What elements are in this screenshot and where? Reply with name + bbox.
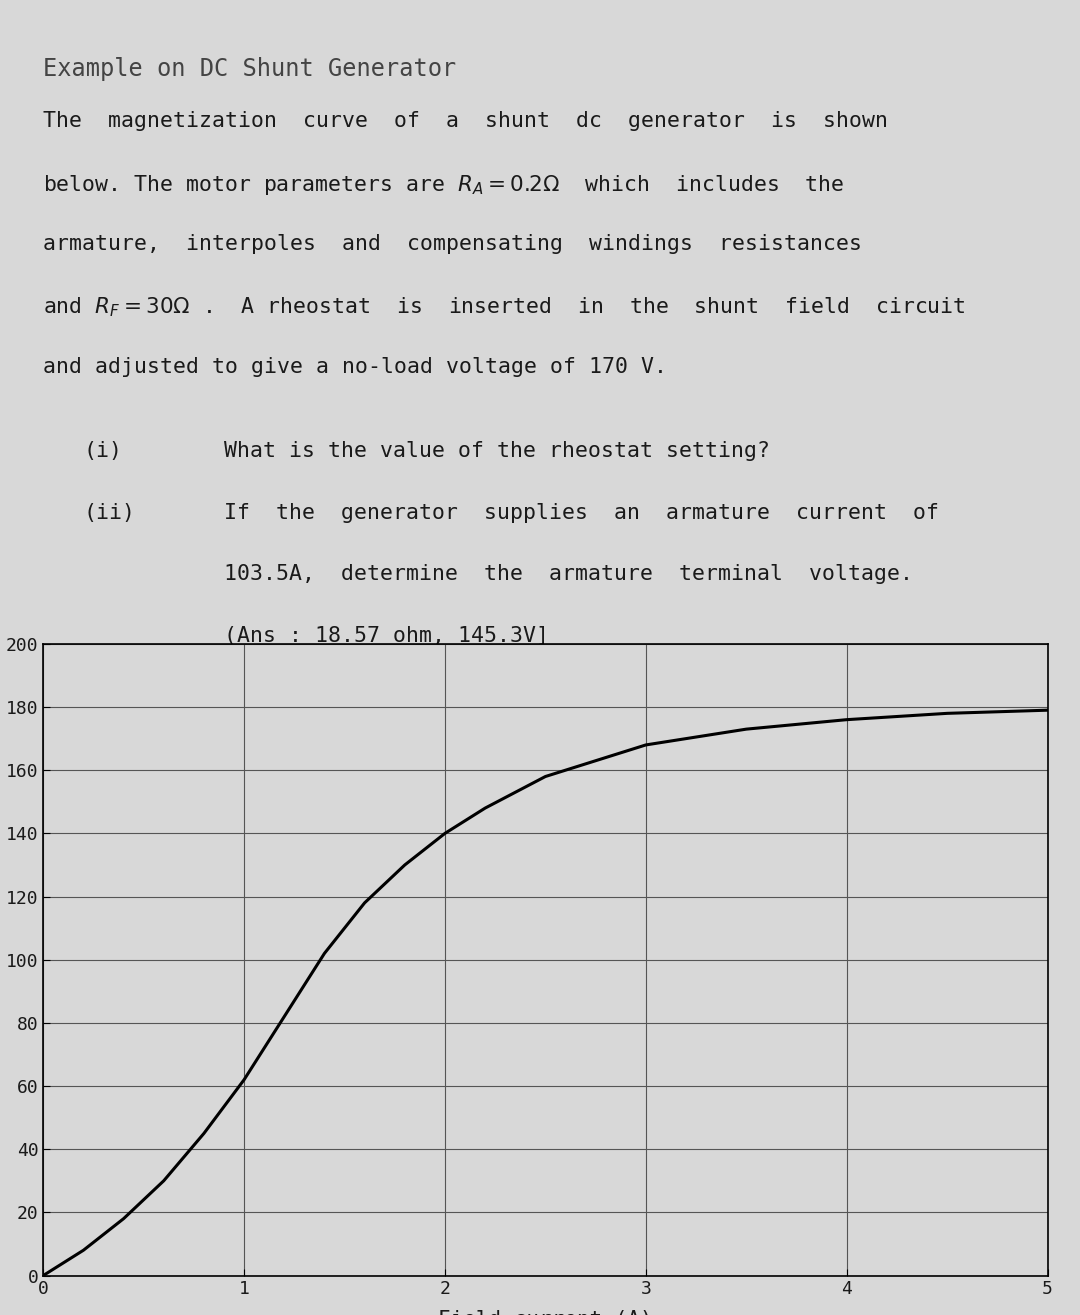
Text: 103.5A,  determine  the  armature  terminal  voltage.: 103.5A, determine the armature terminal … [224, 564, 913, 584]
Text: The  magnetization  curve  of  a  shunt  dc  generator  is  shown: The magnetization curve of a shunt dc ge… [43, 112, 888, 132]
Text: below. The motor parameters are $R_A = 0.2\Omega$  which  includes  the: below. The motor parameters are $R_A = 0… [43, 172, 845, 197]
Text: (ii): (ii) [83, 502, 135, 523]
Text: What is the value of the rheostat setting?: What is the value of the rheostat settin… [224, 442, 770, 462]
Text: and $R_F = 30\Omega$ .  A rheostat  is  inserted  in  the  shunt  field  circuit: and $R_F = 30\Omega$ . A rheostat is ins… [43, 296, 966, 320]
Text: and adjusted to give a no-load voltage of 170 V.: and adjusted to give a no-load voltage o… [43, 356, 667, 377]
Text: (Ans : 18.57 ohm, 145.3V]: (Ans : 18.57 ohm, 145.3V] [224, 626, 549, 646]
X-axis label: Field current (A): Field current (A) [438, 1310, 652, 1315]
Text: (i): (i) [83, 442, 122, 462]
Text: If  the  generator  supplies  an  armature  current  of: If the generator supplies an armature cu… [224, 502, 939, 523]
Text: armature,  interpoles  and  compensating  windings  resistances: armature, interpoles and compensating wi… [43, 234, 862, 254]
Text: Example on DC Shunt Generator: Example on DC Shunt Generator [43, 57, 457, 80]
